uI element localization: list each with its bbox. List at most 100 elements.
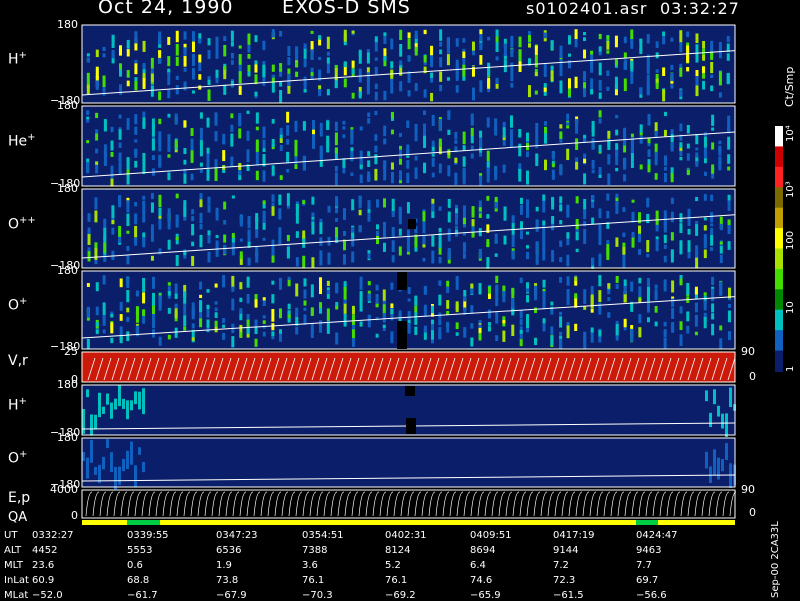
spectrogram-cell [295, 326, 299, 335]
colorbar-unit: Ct/Smp [783, 66, 796, 107]
spectrogram-cell [374, 39, 378, 52]
spectrogram-cell [713, 389, 716, 405]
spectrogram-cell [607, 312, 611, 318]
spectrogram-cell [158, 207, 162, 216]
spectrogram-cell [646, 86, 650, 96]
spectrogram-cell [583, 228, 587, 239]
spectrogram-cell [102, 76, 106, 87]
spectrogram-cell [199, 139, 203, 146]
spectrogram-cell [703, 150, 707, 159]
spectrogram-cell [487, 77, 491, 89]
spectrogram-cell [230, 60, 234, 65]
spectrogram-cell [598, 33, 602, 40]
spectrogram-cell [709, 412, 712, 427]
spectrogram-cell [494, 233, 498, 244]
spectrogram-cell [559, 64, 563, 77]
spectrogram-cell [542, 200, 546, 213]
energy-trace [344, 491, 352, 517]
spectrogram-cell [95, 282, 99, 292]
panel-background [82, 438, 735, 487]
spectrogram-cell [95, 112, 99, 119]
spectrogram-cell [95, 81, 99, 90]
spectrogram-cell [158, 194, 162, 208]
spectrogram-cell [729, 463, 732, 488]
spectrogram-cell [239, 282, 243, 290]
energy-trace [407, 491, 415, 517]
spectrogram-cell [135, 306, 139, 316]
orbit-table-cell: 0332:27 [32, 530, 74, 541]
velocity-trace [639, 357, 648, 381]
spectrogram-cell [214, 159, 218, 169]
spectrogram-cell [255, 153, 259, 166]
spectrogram-cell [174, 327, 178, 338]
spectrogram-cell [486, 242, 490, 248]
spectrogram-cell [598, 92, 602, 99]
orbit-row-label: ALT [4, 545, 22, 556]
spectrogram-cell [294, 139, 298, 149]
spectrogram-cell [695, 76, 699, 86]
spectrogram-cell [390, 78, 394, 87]
spectrogram-cell [631, 211, 635, 223]
spectrogram-cell [190, 173, 194, 181]
spectrogram-cell [247, 71, 251, 76]
spectrogram-cell [438, 294, 442, 306]
spectrogram-cell [438, 163, 442, 174]
spectrogram-cell [254, 326, 258, 335]
spectrogram-cell [158, 137, 162, 145]
spectrogram-cell [487, 86, 491, 93]
spectrogram-cell [358, 225, 362, 233]
spectrogram-cell [130, 400, 133, 411]
velocity-trace [311, 357, 320, 381]
spectrogram-cell [414, 130, 418, 142]
spectrogram-cell [455, 332, 459, 336]
spectrogram-cell [214, 168, 218, 181]
spectrogram-cell [351, 227, 355, 233]
spectrogram-cell [583, 237, 587, 245]
velocity-trace [415, 357, 424, 381]
spectrogram-cell [239, 309, 243, 321]
spectrogram-cell [486, 257, 490, 269]
spectrogram-cell [542, 220, 546, 226]
spectrogram-cell [335, 302, 339, 308]
spectrogram-cell [703, 194, 707, 201]
velocity-trace [479, 357, 488, 381]
spectrogram-cell [638, 298, 642, 303]
spectrogram-cell [351, 305, 355, 315]
spectrogram-cell [135, 325, 139, 337]
spectrogram-cell [87, 213, 91, 222]
spectrogram-cell [534, 296, 538, 301]
panel-label-charge: + [19, 448, 28, 460]
spectrogram-cell [102, 82, 106, 92]
orbit-table-cell: −69.2 [385, 590, 416, 601]
spectrogram-cell [158, 295, 162, 307]
spectrogram-cell [606, 50, 610, 54]
panel-label-text: H [8, 397, 19, 414]
spectrogram-cell [174, 113, 178, 125]
spectrogram-cell [262, 40, 266, 51]
spectrogram-cell [390, 111, 394, 119]
spectrogram-cell [302, 230, 306, 239]
spectrogram-cell [503, 235, 507, 245]
spectrogram-cell [247, 33, 251, 45]
spectrogram-cell [478, 325, 482, 334]
spectrogram-cell [239, 238, 243, 242]
spectrogram-cell [447, 198, 451, 208]
spectrogram-cell [510, 48, 514, 58]
spectrogram-cell [711, 288, 715, 302]
spectrogram-cell [271, 119, 275, 124]
spectrogram-cell [471, 226, 475, 233]
spectrogram-cell [495, 29, 499, 38]
spectrogram-cell [142, 292, 146, 304]
spectrogram-cell [615, 324, 619, 336]
spectrogram-cell [142, 211, 146, 223]
spectrogram-cell [550, 308, 554, 315]
spectrogram-cell [206, 289, 210, 293]
spectrogram-cell [87, 229, 91, 235]
spectrogram-cell [702, 66, 706, 74]
spectrogram-cell [711, 127, 715, 131]
spectrogram-cell [455, 204, 459, 210]
spectrogram-cell [103, 227, 107, 240]
spectrogram-cell [646, 219, 650, 224]
spectrogram-cell [122, 458, 125, 472]
spectrogram-cell [111, 219, 115, 225]
